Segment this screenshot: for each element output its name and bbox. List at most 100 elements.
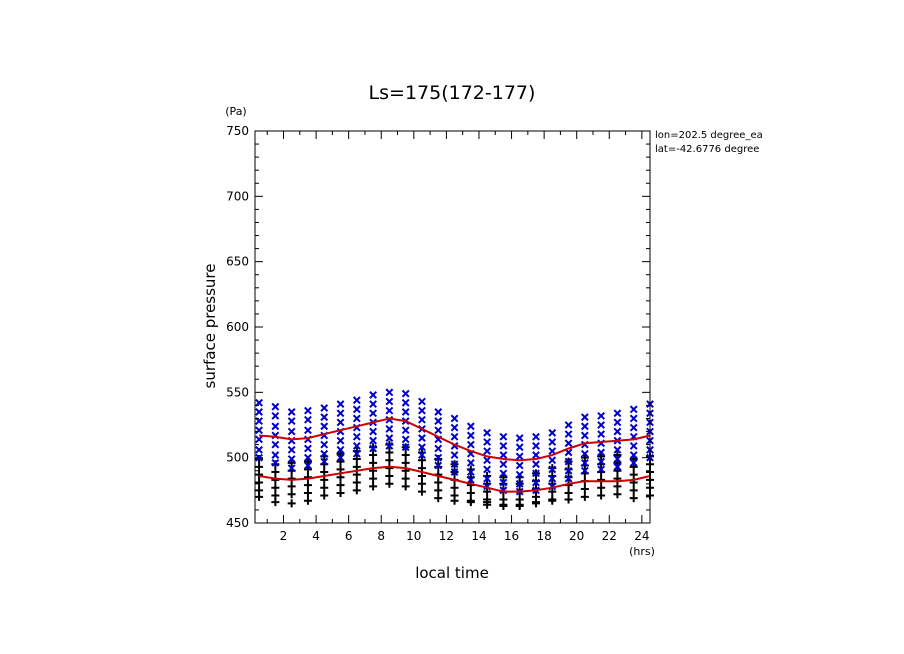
lower-point	[629, 470, 638, 479]
upper-point	[548, 428, 557, 437]
upper-point	[304, 426, 312, 435]
y-tick-label: 650	[226, 255, 249, 269]
upper-point	[466, 475, 475, 484]
y-axis-label: surface pressure	[201, 264, 219, 389]
upper-point	[499, 441, 508, 450]
upper-point	[336, 400, 345, 409]
lower-point	[483, 487, 492, 496]
upper-point	[336, 418, 345, 427]
upper-point	[336, 445, 345, 454]
upper-point	[385, 406, 394, 415]
lower-point	[369, 458, 378, 467]
upper-point	[597, 430, 606, 439]
lower-point	[303, 496, 312, 505]
chart-title: Ls=175(172-177)	[369, 82, 536, 104]
lower-point	[336, 465, 345, 474]
upper-point	[483, 456, 492, 465]
upper-point	[434, 444, 443, 453]
upper-point	[320, 404, 329, 412]
upper-point	[580, 431, 589, 440]
y-tick-label: 450	[226, 516, 249, 530]
lower-point	[385, 479, 394, 488]
lower-point	[352, 486, 361, 495]
upper-point	[352, 414, 361, 423]
upper-point	[352, 441, 361, 450]
upper-point	[629, 423, 638, 432]
upper-point	[515, 461, 524, 470]
upper-point	[483, 465, 492, 474]
upper-point	[287, 408, 296, 416]
upper-point	[466, 440, 475, 449]
upper-point	[580, 466, 589, 475]
lower-point	[369, 451, 378, 460]
lower-point	[287, 499, 296, 508]
upper-point	[483, 428, 492, 437]
lower-point	[369, 482, 378, 491]
lower-point	[303, 481, 312, 490]
x-tick-label: 10	[406, 529, 421, 543]
lower-point	[271, 468, 280, 477]
upper-point	[499, 432, 508, 441]
lower-point	[417, 456, 426, 465]
upper-point	[532, 478, 540, 487]
lower-point	[401, 474, 410, 483]
lower-point	[597, 491, 606, 500]
upper-point	[401, 408, 410, 416]
upper-point	[532, 432, 540, 441]
x-tick-label: 20	[569, 529, 584, 543]
upper-point	[304, 415, 312, 424]
right-margin	[780, 120, 904, 160]
lower-point	[417, 471, 426, 480]
lower-point	[580, 485, 589, 494]
y-tick-label: 750	[226, 124, 249, 138]
upper-point	[304, 461, 312, 470]
upper-point	[271, 451, 280, 459]
upper-point	[597, 448, 606, 457]
lower-point	[385, 456, 394, 465]
upper-point	[434, 453, 443, 462]
lower-point	[401, 458, 410, 467]
upper-point	[271, 411, 280, 420]
lower-point	[255, 478, 264, 487]
upper-point	[287, 417, 296, 425]
x-tick-label: 22	[602, 529, 617, 543]
upper-point	[564, 466, 573, 475]
upper-point	[466, 468, 475, 476]
upper-point	[532, 441, 540, 450]
upper-point	[385, 425, 394, 433]
upper-point	[385, 415, 394, 424]
upper-point	[434, 417, 443, 425]
upper-point	[450, 414, 459, 423]
lower-point	[287, 474, 296, 483]
lower-point	[320, 483, 329, 492]
upper-point	[401, 389, 410, 398]
lower-point	[401, 482, 410, 491]
lower-point	[352, 478, 361, 487]
upper-point	[418, 451, 426, 459]
lower-point	[271, 483, 280, 492]
upper-point	[564, 439, 573, 448]
lower-point	[287, 490, 296, 499]
upper-point	[499, 451, 508, 459]
upper-point	[369, 436, 378, 445]
upper-point	[401, 398, 410, 407]
upper-point	[629, 451, 638, 459]
upper-point	[418, 434, 426, 442]
upper-point	[548, 465, 557, 474]
upper-point	[597, 465, 606, 474]
x-tick-label: 16	[504, 529, 519, 543]
upper-point	[369, 427, 378, 436]
upper-point	[515, 443, 524, 452]
lower-point	[434, 486, 443, 495]
upper-point	[320, 457, 329, 466]
upper-point	[597, 411, 606, 420]
lower-point	[597, 483, 606, 492]
lower-point	[417, 487, 426, 496]
upper-point	[320, 413, 329, 422]
upper-point	[352, 405, 361, 414]
upper-point	[320, 449, 329, 458]
lower-point	[466, 488, 475, 497]
lower-point	[320, 491, 329, 500]
annotation-lon: lon=202.5 degree_ea	[655, 130, 763, 141]
